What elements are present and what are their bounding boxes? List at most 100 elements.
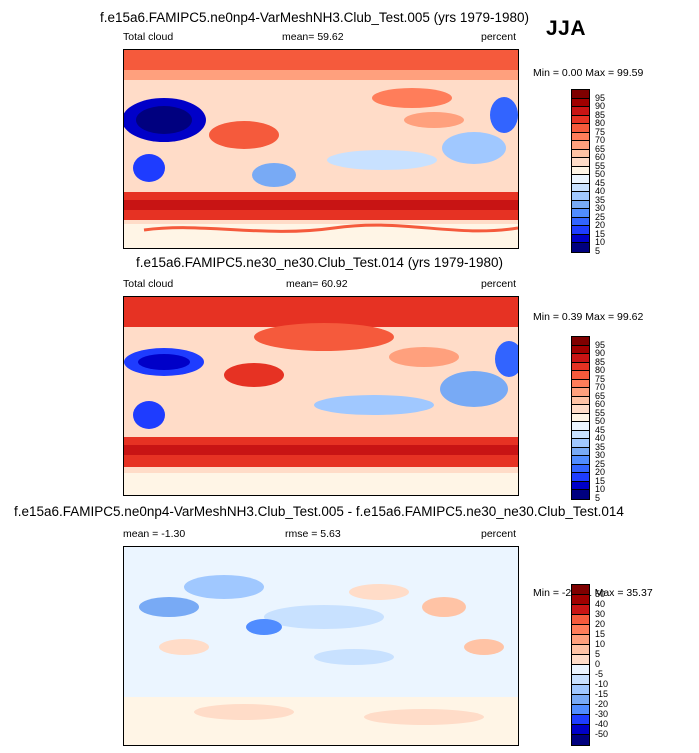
colorbar-tick-label: 85 — [595, 109, 606, 120]
colorbar-swatch — [572, 115, 589, 124]
colorbar-tick-label: 75 — [595, 126, 606, 137]
panel1-mean-label: mean= 59.62 — [282, 31, 344, 43]
colorbar-tick-label: 80 — [595, 118, 606, 128]
colorbar-tick-label: 30 — [595, 450, 606, 460]
colorbar-swatch — [572, 705, 589, 715]
colorbar-tick-label: -40 — [595, 719, 609, 729]
colorbar-tick-label: 30 — [595, 203, 606, 213]
colorbar-swatch — [572, 337, 589, 346]
colorbar-tick-label: 55 — [595, 160, 606, 171]
colorbar-tick-label: 30 — [595, 609, 606, 619]
colorbar-swatch — [572, 464, 589, 473]
colorbar-swatch — [572, 200, 589, 209]
colorbar-swatch — [572, 217, 589, 226]
colorbar-swatch — [572, 354, 589, 363]
colorbar-tick-label: 5 — [595, 649, 601, 659]
panel2-title: f.e15a6.FAMIPC5.ne30_ne30.Club_Test.014 … — [136, 255, 503, 270]
colorbar-swatch — [572, 422, 589, 431]
colorbar-tick-label: 5 — [595, 492, 601, 503]
colorbar-tick-label: -50 — [595, 729, 609, 739]
colorbar-tick-label: 40 — [595, 433, 606, 443]
colorbar-tick-label: 45 — [595, 424, 606, 435]
colorbar-swatch — [572, 447, 589, 456]
colorbar-swatch — [572, 585, 589, 595]
colorbar-swatch — [572, 226, 589, 235]
colorbar-tick-label: 50 — [595, 416, 606, 426]
colorbar-swatch — [572, 715, 589, 725]
colorbar-tick-label: 35 — [595, 441, 606, 452]
colorbar-swatch — [572, 665, 589, 675]
colorbar-tick-label: 40 — [595, 186, 606, 196]
colorbar-swatch — [572, 655, 589, 665]
colorbar-swatch — [572, 124, 589, 133]
colorbar-tick-label: 90 — [595, 101, 606, 111]
colorbar-swatch — [572, 473, 589, 482]
colorbar-tick-label: 10 — [595, 484, 606, 494]
colorbar-tick-label: 60 — [595, 399, 606, 409]
panel3-colorbar — [571, 584, 590, 746]
colorbar-tick-label: -20 — [595, 699, 609, 709]
colorbar-tick-label: 50 — [595, 589, 606, 599]
colorbar-swatch — [572, 481, 589, 490]
colorbar-tick-label: 45 — [595, 177, 606, 188]
colorbar-swatch — [572, 90, 589, 99]
panel2-units-label: percent — [481, 278, 517, 290]
colorbar-tick-label: 10 — [595, 639, 606, 649]
panel2-colorbar — [571, 336, 590, 500]
colorbar-swatch — [572, 107, 589, 116]
colorbar-tick-label: 70 — [595, 135, 606, 145]
colorbar-tick-label: -5 — [595, 669, 604, 679]
panel1-colorbar — [571, 89, 590, 253]
colorbar-swatch — [572, 379, 589, 388]
panel2-mean-label: mean= 60.92 — [286, 278, 348, 290]
colorbar-swatch — [572, 158, 589, 167]
colorbar-tick-label: 95 — [595, 339, 606, 350]
colorbar-swatch — [572, 209, 589, 218]
colorbar-swatch — [572, 625, 589, 635]
colorbar-tick-label: 0 — [595, 659, 601, 669]
colorbar-tick-label: 25 — [595, 211, 606, 222]
colorbar-swatch — [572, 371, 589, 380]
colorbar-tick-label: 20 — [595, 220, 606, 230]
colorbar-tick-label: 90 — [595, 348, 606, 358]
colorbar-tick-label: 15 — [595, 475, 606, 486]
colorbar-tick-label: 5 — [595, 245, 601, 256]
panel1-title: f.e15a6.FAMIPC5.ne0np4-VarMeshNH3.Club_T… — [100, 10, 529, 25]
colorbar-tick-label: 50 — [595, 169, 606, 179]
panel3-units-label: percent — [481, 528, 517, 540]
colorbar-swatch — [572, 605, 589, 615]
panel3-mean-label: mean = -1.30 — [123, 528, 186, 540]
colorbar-tick-label: 10 — [595, 237, 606, 247]
colorbar-tick-label: 55 — [595, 407, 606, 418]
colorbar-swatch — [572, 735, 589, 745]
panel2-map — [123, 296, 519, 496]
colorbar-swatch — [572, 413, 589, 422]
colorbar-tick-label: 20 — [595, 619, 606, 629]
colorbar-swatch — [572, 430, 589, 439]
colorbar-tick-label: 15 — [595, 228, 606, 239]
colorbar-swatch — [572, 645, 589, 655]
colorbar-tick-label: -15 — [595, 689, 609, 699]
panel3-minmax: Min = -25.51 Max = 35.37 — [533, 587, 653, 599]
colorbar-tick-label: 70 — [595, 382, 606, 392]
colorbar-swatch — [572, 192, 589, 201]
colorbar-tick-label: 60 — [595, 152, 606, 162]
colorbar-swatch — [572, 183, 589, 192]
season-label: JJA — [546, 17, 587, 40]
colorbar-swatch — [572, 405, 589, 414]
colorbar-swatch — [572, 695, 589, 705]
colorbar-tick-label: -10 — [595, 679, 609, 689]
panel1-units-label: percent — [481, 31, 517, 43]
colorbar-swatch — [572, 388, 589, 397]
colorbar-tick-label: 20 — [595, 467, 606, 477]
colorbar-swatch — [572, 149, 589, 158]
colorbar-swatch — [572, 175, 589, 184]
colorbar-tick-label: 65 — [595, 390, 606, 401]
colorbar-swatch — [572, 243, 589, 252]
colorbar-swatch — [572, 132, 589, 141]
panel3-map — [123, 546, 519, 746]
colorbar-tick-label: 95 — [595, 92, 606, 103]
colorbar-tick-label: 80 — [595, 365, 606, 375]
colorbar-swatch — [572, 595, 589, 605]
colorbar-tick-label: 40 — [595, 599, 606, 609]
